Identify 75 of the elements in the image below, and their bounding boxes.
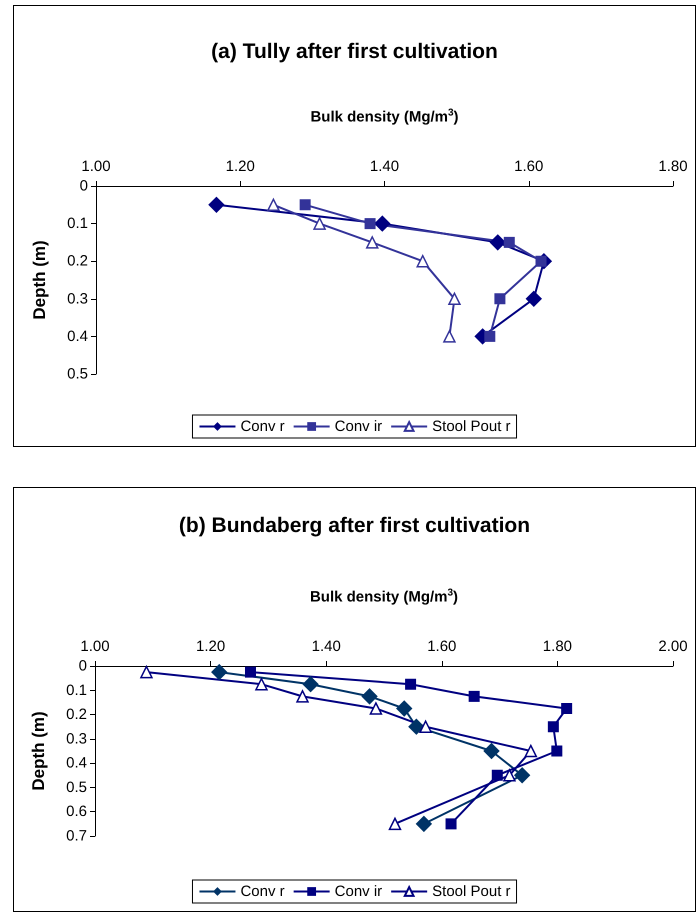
legend-label: Stool Pout r: [432, 418, 511, 435]
point: [388, 818, 402, 830]
point: [504, 236, 515, 248]
point: [364, 218, 376, 230]
point: [561, 703, 572, 714]
y-tick-label: 0.5: [66, 778, 87, 796]
point: [514, 767, 530, 784]
point: [443, 330, 456, 343]
x-tick-label: 2.00: [658, 638, 688, 655]
point: [313, 217, 326, 230]
point: [484, 743, 500, 759]
y-axis-title: Depth (m): [30, 240, 49, 320]
legend-label: Conv ir: [334, 883, 382, 900]
x-tick-label: 1.20: [196, 638, 226, 655]
point: [490, 234, 506, 250]
y-tick-label: 0.6: [66, 803, 87, 820]
y-tick-label: 0.4: [67, 328, 88, 345]
point: [396, 700, 412, 716]
y-tick-label: 0.1: [67, 215, 88, 232]
legend-label: Stool Pout r: [432, 883, 511, 900]
point: [408, 718, 424, 735]
point: [208, 196, 224, 213]
x-tick-label: 1.40: [312, 638, 341, 655]
point: [296, 690, 309, 703]
legend-label: Conv r: [240, 418, 285, 435]
point: [244, 666, 256, 678]
x-tick-label: 1.80: [658, 158, 688, 175]
point: [494, 293, 506, 304]
point: [374, 216, 390, 232]
point: [416, 816, 432, 832]
y-tick-label: 0.7: [66, 828, 87, 844]
x-tick-label: 1.80: [542, 638, 572, 655]
y-tick-label: 0.2: [67, 252, 88, 270]
x-tick-label: 1.60: [427, 638, 456, 655]
y-tick-label: 0.5: [67, 366, 88, 382]
point: [448, 292, 461, 306]
point: [370, 702, 382, 715]
point: [255, 678, 268, 690]
point: [524, 744, 538, 758]
legend-label: Conv ir: [334, 418, 382, 435]
y-tick-label: 0.3: [66, 730, 87, 748]
x-tick-label: 1.40: [370, 158, 400, 175]
chart-title: (b) Bundaberg after first cultivation: [178, 514, 530, 537]
point: [302, 676, 319, 692]
y-tick-label: 0.2: [66, 706, 87, 724]
y-tick-label: 0: [78, 658, 87, 674]
point: [140, 666, 153, 678]
x-tick-label: 1.20: [226, 158, 255, 175]
point: [551, 746, 562, 756]
y-tick-label: 0: [80, 178, 88, 194]
x-tick-label: 1.60: [514, 158, 544, 175]
point: [446, 818, 457, 830]
point: [366, 236, 378, 249]
point: [484, 330, 496, 342]
point: [548, 721, 559, 732]
point: [492, 770, 503, 781]
point: [300, 199, 311, 210]
point: [362, 688, 378, 704]
point: [419, 720, 432, 733]
y-tick-label: 0.4: [66, 754, 87, 772]
chart-title: (a) Tully after first cultivation: [211, 40, 498, 63]
point: [536, 256, 547, 267]
point: [405, 678, 416, 690]
x-tick-label: 1.00: [81, 158, 111, 175]
point: [211, 664, 228, 680]
legend-label: Conv r: [240, 883, 285, 900]
point: [416, 254, 429, 268]
point: [526, 290, 542, 307]
y-tick-label: 0.3: [67, 290, 88, 308]
y-axis-title: Depth (m): [29, 711, 48, 791]
y-tick-label: 0.1: [66, 682, 87, 699]
point: [503, 769, 516, 782]
x-tick-label: 1.00: [80, 638, 110, 655]
point: [267, 198, 280, 212]
point: [468, 690, 480, 702]
